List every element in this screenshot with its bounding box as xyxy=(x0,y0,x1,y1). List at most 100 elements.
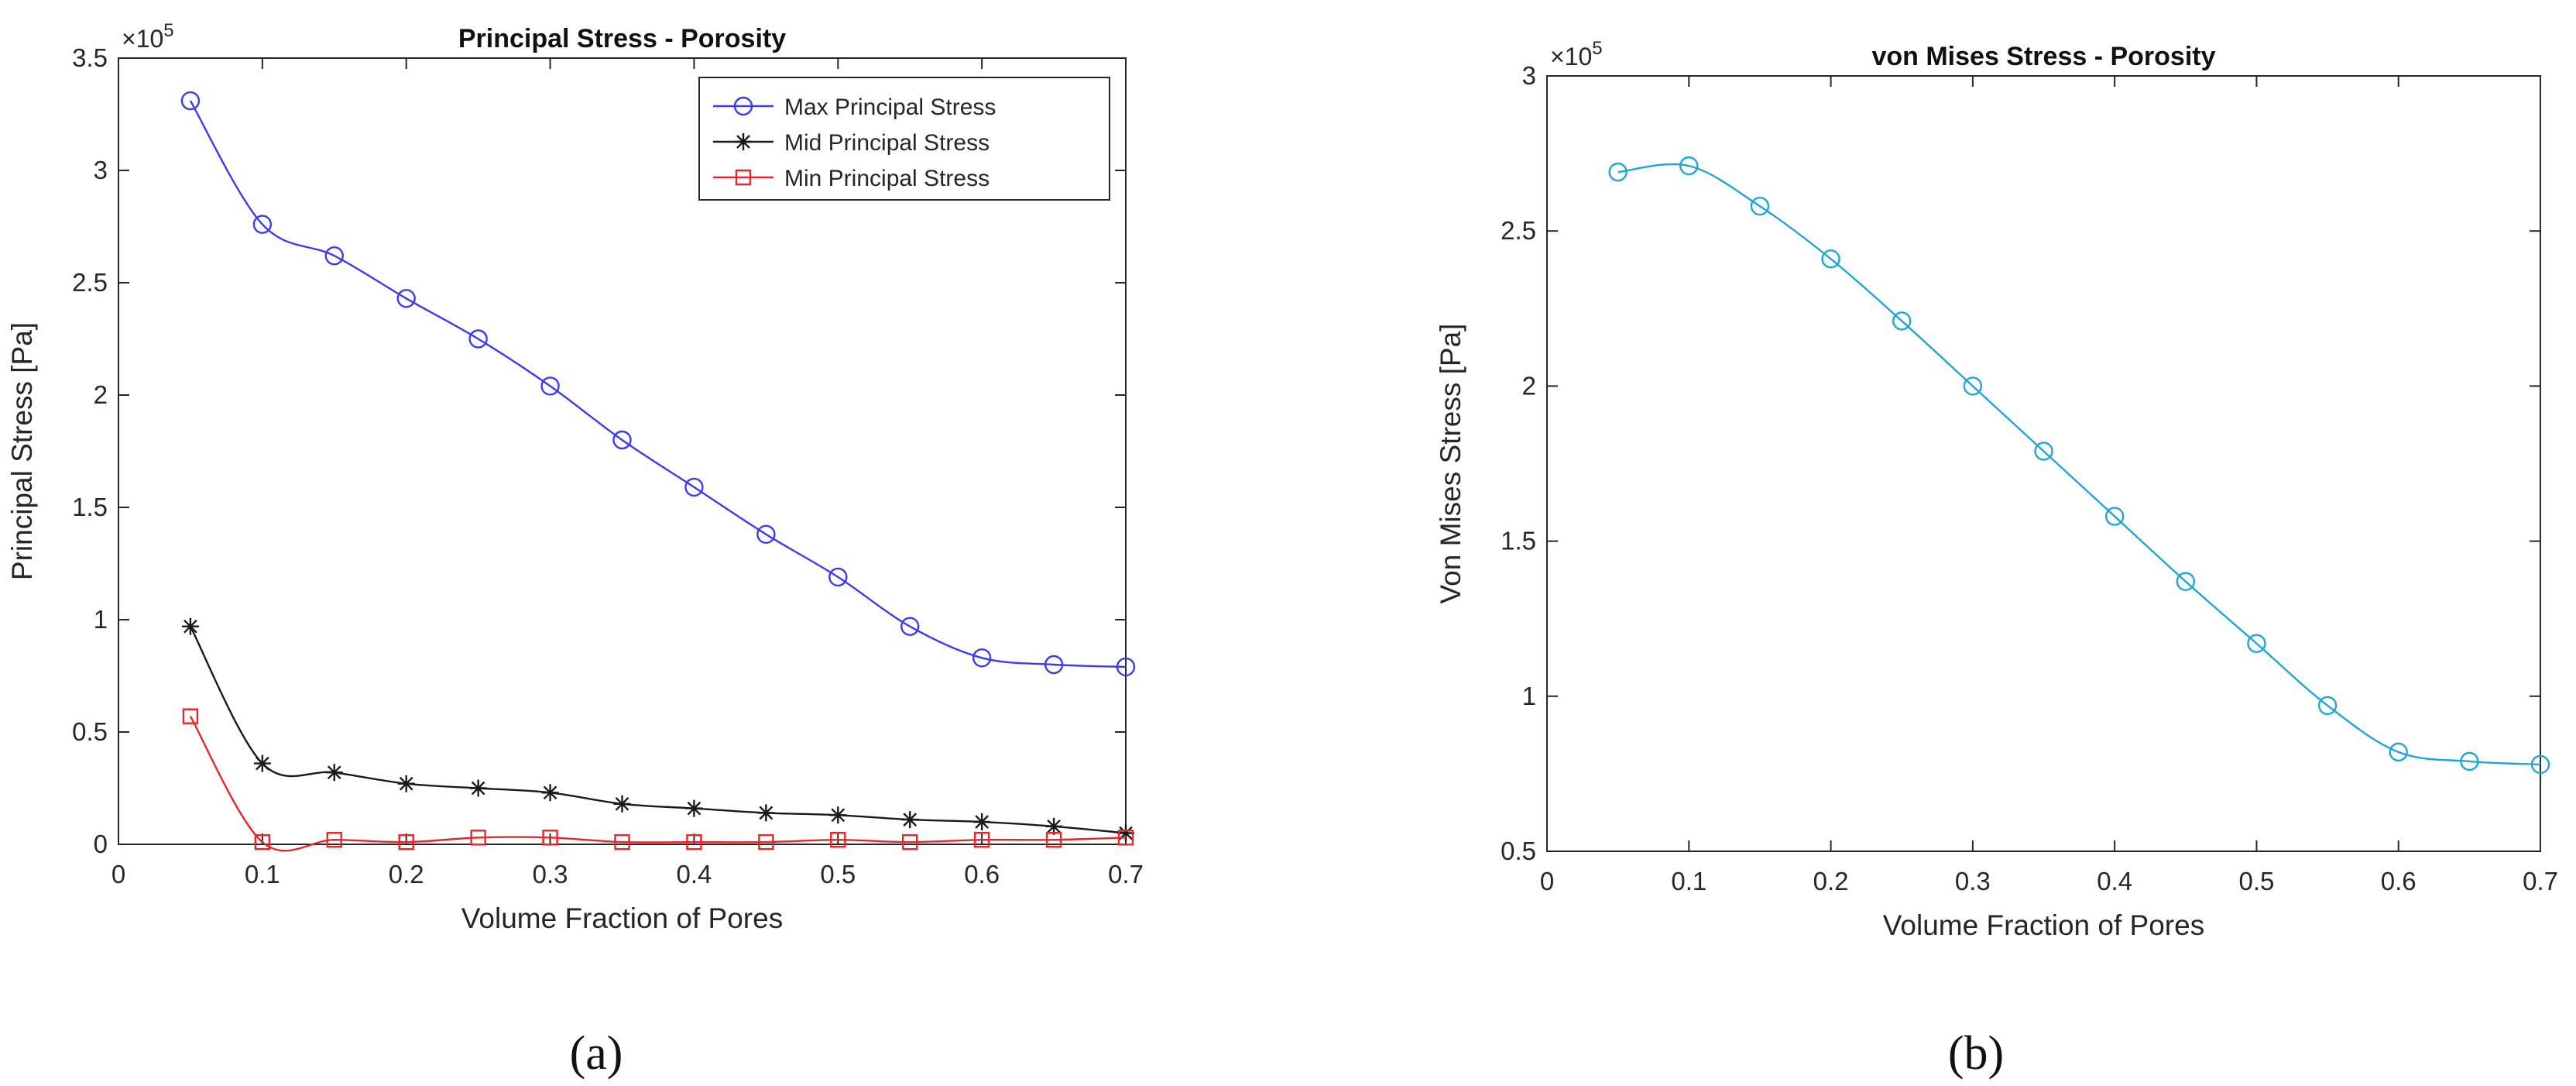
y-tick-label: 3 xyxy=(94,156,108,184)
legend-box xyxy=(698,77,1110,201)
data-point xyxy=(396,289,416,308)
y-axis-label: Principal Stress [Pa] xyxy=(6,322,38,580)
data-point xyxy=(1045,831,1062,848)
series-von-mises-stress xyxy=(1608,156,2550,775)
x-tick-label: 0.5 xyxy=(2238,867,2274,895)
x-tick-label: 0.3 xyxy=(533,860,568,888)
data-point xyxy=(2034,442,2053,461)
plot-area xyxy=(1546,75,2541,852)
data-point xyxy=(2247,634,2266,653)
legend-label: Max Principal Stress xyxy=(784,95,996,120)
y-exponent-power: 5 xyxy=(163,20,173,41)
data-point xyxy=(2104,507,2125,526)
data-point xyxy=(326,831,342,848)
data-point xyxy=(1117,830,1134,846)
data-point xyxy=(252,215,273,234)
y-tick-label: 2.5 xyxy=(1501,216,1536,245)
data-point xyxy=(829,806,847,824)
series-min-principal-stress xyxy=(182,708,1134,852)
data-point xyxy=(830,831,846,848)
data-point xyxy=(614,833,630,851)
data-point xyxy=(253,754,271,772)
x-axis-label: Volume Fraction of Pores xyxy=(461,902,783,934)
data-point xyxy=(1608,162,1628,182)
chart-panel-b: 0 0.1 0.2 0.3 0.4 0.5 0.6 0.7 0.5 1 1.5 2 2.5 3 ×105 vo… xyxy=(1435,38,2558,1080)
panel-caption: (b) xyxy=(1948,1027,2004,1080)
series-max-principal-stress xyxy=(180,91,1136,677)
y-tick-label: 3 xyxy=(1522,61,1536,90)
data-point xyxy=(686,833,702,851)
x-tick-label: 0.2 xyxy=(1813,867,1849,895)
data-point xyxy=(901,811,919,829)
y-exponent-power: 5 xyxy=(1592,38,1602,59)
y-tick-label: 1 xyxy=(1522,682,1536,710)
data-point xyxy=(1679,156,1699,176)
chart-title: von Mises Stress - Porosity xyxy=(1871,42,2215,71)
x-tick-label: 0.5 xyxy=(820,860,856,888)
y-tick-label: 1.5 xyxy=(1501,527,1536,555)
series-line xyxy=(189,626,1127,834)
data-point xyxy=(2460,751,2479,772)
y-exponent-label: ×105 xyxy=(122,20,174,53)
data-point xyxy=(1117,824,1134,842)
data-point xyxy=(397,775,415,792)
data-point xyxy=(181,617,199,635)
data-point xyxy=(2389,742,2408,762)
legend-label: Mid Principal Stress xyxy=(784,130,990,156)
data-point xyxy=(2317,696,2338,716)
y-tick-label: 0.5 xyxy=(1501,837,1536,865)
x-tick-label: 0.6 xyxy=(2381,867,2417,895)
x-tick-label: 0.2 xyxy=(389,860,424,888)
data-point xyxy=(756,524,776,544)
y-tick-label: 2.5 xyxy=(72,268,108,297)
x-tick-label: 0.1 xyxy=(1671,867,1706,895)
x-tick-label: 0 xyxy=(111,860,125,888)
series-line xyxy=(1617,163,2541,766)
data-point xyxy=(254,833,271,851)
data-point xyxy=(182,708,199,724)
y-tick-label: 2 xyxy=(1522,371,1536,400)
data-point xyxy=(398,833,414,851)
legend-marker xyxy=(735,133,752,150)
data-point xyxy=(973,831,990,848)
chart-title: Principal Stress - Porosity xyxy=(458,24,786,53)
x-tick-label: 0 xyxy=(1540,867,1554,895)
data-point xyxy=(540,376,560,396)
panel-caption: (a) xyxy=(570,1027,623,1080)
data-point xyxy=(2530,754,2550,775)
data-point xyxy=(900,617,920,636)
x-tick-label: 0.4 xyxy=(2097,867,2132,895)
data-point xyxy=(180,91,201,111)
data-point xyxy=(1116,657,1136,677)
y-tick-label: 1 xyxy=(94,605,108,634)
data-point xyxy=(973,813,991,830)
y-tick-label: 2 xyxy=(94,380,108,409)
data-point xyxy=(542,830,558,846)
data-point xyxy=(902,833,918,851)
legend-marker xyxy=(735,169,752,186)
data-point xyxy=(1892,311,1912,331)
y-tick-label: 3.5 xyxy=(72,43,108,72)
chart-panel-a: 0 0.1 0.2 0.3 0.4 0.5 0.6 0.7 0 0.5 1 1.5 2 2.5 3 3.5 ×1… xyxy=(6,20,1144,1080)
data-point xyxy=(1963,376,1983,396)
y-tick-label: 0 xyxy=(94,830,108,858)
legend: Max Principal Stress Mid Principal Stress… xyxy=(698,77,1110,201)
data-point xyxy=(612,430,632,450)
data-point xyxy=(613,795,631,813)
x-tick-label: 0.3 xyxy=(1955,867,1991,895)
x-tick-label: 0.7 xyxy=(2523,867,2558,895)
x-tick-label: 0.7 xyxy=(1108,860,1144,888)
data-point xyxy=(758,833,774,851)
y-tick-label: 1.5 xyxy=(72,493,108,521)
legend-marker xyxy=(733,96,753,116)
data-point xyxy=(324,246,344,266)
data-point xyxy=(1821,249,1840,269)
data-point xyxy=(470,830,486,846)
data-point xyxy=(468,329,488,349)
x-axis-label: Volume Fraction of Pores xyxy=(1883,909,2204,941)
x-tick-label: 0.4 xyxy=(676,860,712,888)
data-point xyxy=(757,804,775,822)
y-exponent-label: ×105 xyxy=(1550,38,1603,70)
data-point xyxy=(684,477,704,497)
